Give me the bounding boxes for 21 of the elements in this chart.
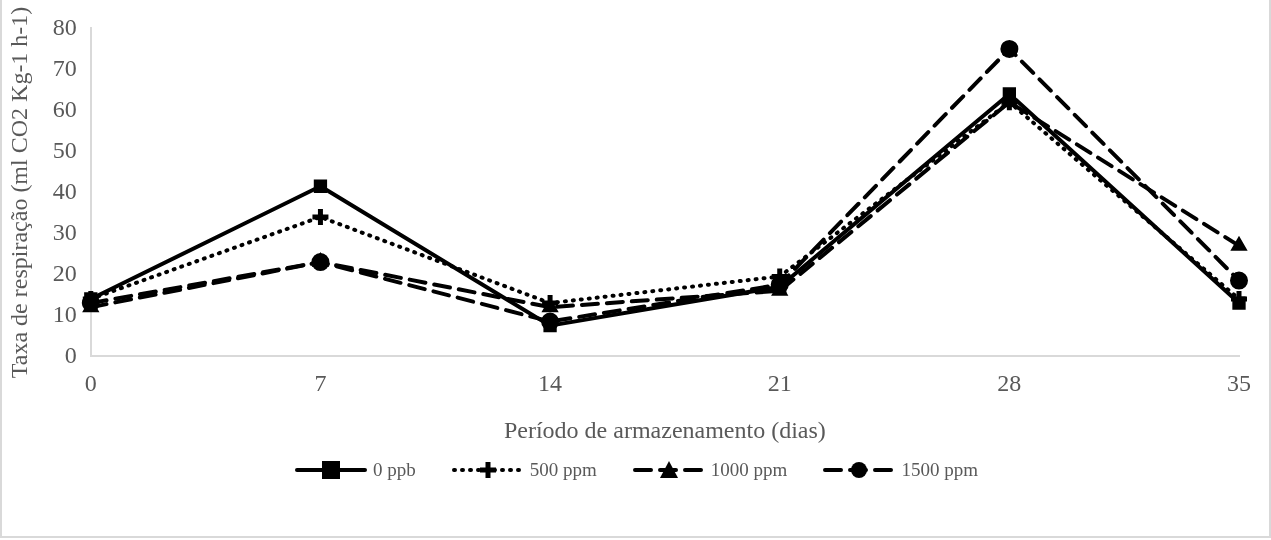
y-tick-label: 60 [52, 95, 77, 122]
x-tick-label: 28 [997, 370, 1022, 397]
y-tick-label: 0 [64, 341, 77, 368]
x-axis-title: Período de armazenamento (dias) [503, 416, 826, 443]
y-tick-label: 80 [52, 13, 77, 40]
legend-label: 1500 ppm [901, 459, 978, 481]
y-tick-label: 70 [52, 54, 77, 81]
x-tick-label: 35 [1227, 370, 1251, 397]
y-axis-title: Taxa de respiração (ml CO2 Kg-1 h-1) [5, 6, 32, 379]
x-tick-label: 0 [84, 370, 97, 397]
legend-label: 1000 ppm [710, 459, 788, 481]
x-tick-label: 7 [314, 370, 327, 397]
x-tick-label: 21 [767, 370, 792, 397]
x-tick-label: 14 [538, 370, 563, 397]
y-tick-label: 30 [52, 218, 77, 245]
y-tick-label: 10 [52, 300, 77, 327]
legend-label: 0 ppb [373, 459, 416, 481]
legend-label: 500 ppm [529, 459, 597, 481]
y-tick-label: 50 [52, 136, 77, 163]
y-tick-label: 20 [52, 259, 77, 286]
y-tick-label: 40 [52, 177, 77, 204]
